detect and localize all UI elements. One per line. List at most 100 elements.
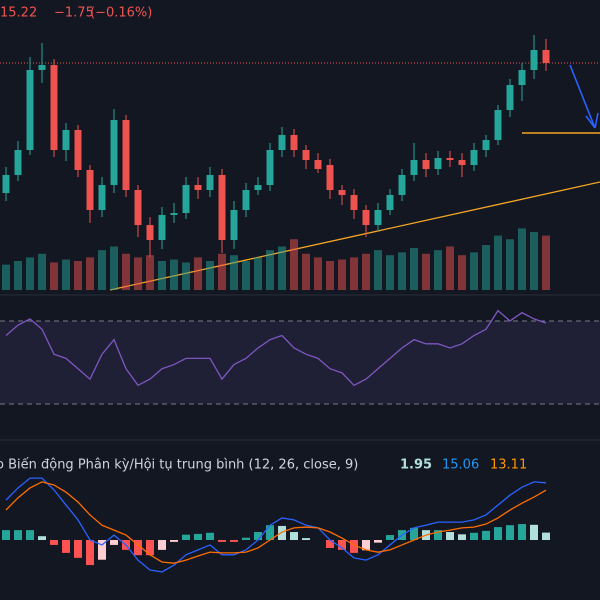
volume-bar <box>2 264 10 290</box>
candle-body <box>266 150 274 185</box>
volume-bar <box>86 257 94 290</box>
histogram-bar <box>158 540 166 550</box>
histogram-bar <box>206 532 214 540</box>
volume-bar <box>326 261 334 290</box>
histogram-bar <box>458 534 466 540</box>
histogram-bar <box>26 530 34 540</box>
histogram-bar <box>146 540 154 556</box>
candle-body <box>422 160 430 169</box>
histogram-bar <box>170 540 178 542</box>
histogram-bar <box>518 524 526 540</box>
volume-bar <box>518 228 526 290</box>
volume-bar <box>254 257 262 290</box>
histogram-bar <box>482 530 490 540</box>
histogram-bar <box>374 540 382 543</box>
histogram-bar <box>326 540 334 548</box>
candle-body <box>518 70 526 85</box>
candle-body <box>2 175 10 193</box>
macd-title: o Biến động Phân kỳ/Hội tụ trung bình (1… <box>0 458 358 473</box>
volume-bar <box>50 262 58 290</box>
volume-bar <box>74 261 82 290</box>
volume-bar <box>218 253 226 290</box>
volume-bar <box>446 246 454 290</box>
signal-line <box>5 481 547 564</box>
histogram-bar <box>278 525 286 540</box>
volume-bar <box>230 255 238 290</box>
candle-body <box>446 158 454 160</box>
volume-bar <box>386 255 394 290</box>
volume-bar <box>494 235 502 290</box>
candle-body <box>38 65 46 70</box>
candle-body <box>182 185 190 213</box>
rsi-band <box>0 320 600 405</box>
candle-body <box>158 215 166 240</box>
candle-body <box>302 150 310 160</box>
macd-line <box>5 477 547 573</box>
volume-bar <box>62 259 70 290</box>
candle-body <box>362 210 370 225</box>
candle-body <box>542 50 550 63</box>
histogram-bar <box>242 537 250 540</box>
histogram-bar <box>494 527 502 540</box>
histogram-bar <box>266 525 274 540</box>
histogram-bar <box>74 540 82 558</box>
candle-body <box>326 165 334 190</box>
volume-bar <box>14 261 22 290</box>
volume-bar <box>470 252 478 290</box>
trend-line <box>109 181 600 291</box>
candle-body <box>494 110 502 140</box>
volume-bar <box>506 239 514 290</box>
histogram-bar <box>134 540 142 556</box>
volume-bar <box>182 262 190 290</box>
volume-bar <box>110 246 118 290</box>
candle-body <box>278 135 286 150</box>
volume-bar <box>194 257 202 290</box>
volume-bar <box>434 250 442 290</box>
histogram-bar <box>254 532 262 540</box>
histogram-bar <box>182 534 190 540</box>
volume-bar <box>242 261 250 290</box>
histogram-bar <box>446 532 454 540</box>
candle-body <box>398 175 406 195</box>
candle-body <box>530 50 538 70</box>
volume-bar <box>158 261 166 290</box>
candle-body <box>14 150 22 175</box>
volume-bar <box>98 250 106 290</box>
volume-bar <box>38 253 46 290</box>
candle-body <box>350 195 358 210</box>
histogram-bar <box>434 530 442 540</box>
volume-bar <box>266 250 274 290</box>
candle-body <box>242 190 250 210</box>
histogram-bar <box>350 540 358 553</box>
volume-bar <box>482 245 490 290</box>
candle-body <box>146 225 154 240</box>
arrow <box>569 64 599 129</box>
histogram-bar <box>50 540 58 545</box>
candle-body <box>50 65 58 150</box>
rsi-line <box>5 309 547 387</box>
histogram-bar <box>86 540 94 566</box>
candle-body <box>122 120 130 190</box>
histogram-bar <box>410 527 418 540</box>
volume-bar <box>302 253 310 290</box>
histogram-bar <box>338 540 346 550</box>
candle-body <box>338 190 346 195</box>
volume-bar <box>542 235 550 290</box>
volume-bar <box>206 261 214 290</box>
candle-body <box>434 158 442 169</box>
candle-body <box>314 160 322 169</box>
volume-bar <box>278 246 286 290</box>
candle-body <box>86 170 94 210</box>
candle-body <box>458 160 466 165</box>
candle-body <box>506 85 514 110</box>
histogram-bar <box>62 540 70 553</box>
candle-body <box>110 120 118 185</box>
histogram-bar <box>362 540 370 551</box>
volume-bar <box>422 253 430 290</box>
macd-value: 15.06 <box>442 458 479 473</box>
volume-bar <box>170 259 178 290</box>
candle-body <box>194 185 202 190</box>
candle-body <box>254 185 262 190</box>
volume-bar <box>134 257 142 290</box>
volume-bar <box>338 259 346 290</box>
